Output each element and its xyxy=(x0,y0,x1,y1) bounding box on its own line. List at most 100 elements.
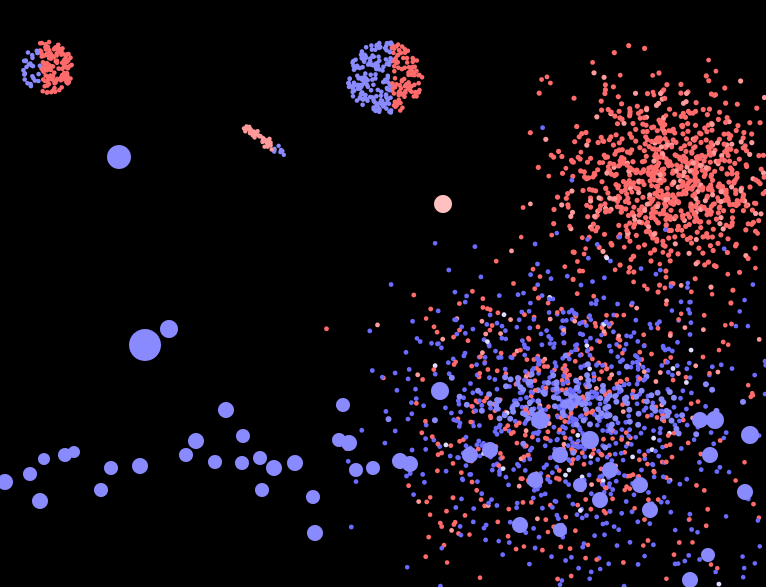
particle xyxy=(645,461,650,467)
particle xyxy=(619,427,625,432)
particle xyxy=(679,412,686,419)
particle xyxy=(561,441,567,447)
particle xyxy=(477,575,483,580)
particle xyxy=(535,437,541,443)
particle xyxy=(698,131,704,137)
particle xyxy=(559,402,566,408)
particle xyxy=(741,565,747,571)
particle xyxy=(716,581,722,587)
particle xyxy=(539,293,545,298)
particle xyxy=(503,383,509,390)
particle xyxy=(518,396,523,402)
particle xyxy=(688,240,695,246)
particle xyxy=(515,292,521,298)
particle xyxy=(608,348,614,354)
particle xyxy=(521,454,527,460)
particle xyxy=(448,374,455,381)
particle xyxy=(377,58,382,64)
particle xyxy=(613,148,620,154)
particle xyxy=(635,186,641,192)
particle xyxy=(725,131,731,137)
particle xyxy=(669,454,675,460)
particle xyxy=(536,405,542,410)
particle xyxy=(500,455,505,460)
particle xyxy=(728,300,734,306)
particle xyxy=(644,286,650,292)
particle xyxy=(666,479,672,484)
particle xyxy=(609,458,615,464)
particle xyxy=(395,53,400,58)
particle xyxy=(636,244,642,250)
particle xyxy=(535,398,542,405)
particle xyxy=(636,449,642,454)
particle xyxy=(593,324,599,329)
particle xyxy=(494,320,500,326)
particle xyxy=(660,474,666,480)
particle xyxy=(705,506,711,512)
particle xyxy=(664,298,669,304)
particle xyxy=(52,46,57,52)
particle xyxy=(679,191,685,197)
large-particle xyxy=(552,447,568,463)
particle xyxy=(671,430,677,436)
particle xyxy=(590,60,595,65)
particle xyxy=(718,188,725,195)
particle xyxy=(520,205,526,210)
particle xyxy=(743,227,749,233)
particle xyxy=(476,438,482,444)
particle xyxy=(729,171,735,177)
particle xyxy=(497,423,502,429)
particle xyxy=(740,145,746,151)
particle xyxy=(675,561,681,566)
particle xyxy=(670,366,676,371)
particle xyxy=(383,57,389,62)
particle xyxy=(729,215,736,221)
particle xyxy=(631,269,637,275)
particle xyxy=(743,162,749,168)
particle xyxy=(641,332,647,338)
particle xyxy=(570,173,576,179)
particle xyxy=(721,208,727,214)
particle xyxy=(644,91,651,97)
particle xyxy=(493,425,499,431)
particle xyxy=(528,371,535,378)
particle xyxy=(624,400,631,407)
particle xyxy=(459,324,465,330)
large-particle xyxy=(287,455,303,471)
particle xyxy=(642,283,647,289)
particle xyxy=(673,425,680,432)
particle xyxy=(584,159,591,165)
particle xyxy=(368,88,374,93)
particle xyxy=(478,354,483,360)
particle xyxy=(666,128,672,134)
particle xyxy=(707,159,713,165)
particle xyxy=(588,569,594,575)
particle xyxy=(562,363,568,368)
particle xyxy=(487,327,493,333)
large-particle xyxy=(741,426,759,444)
particle xyxy=(676,317,681,322)
particle xyxy=(570,501,576,507)
particle xyxy=(389,45,395,50)
particle xyxy=(666,235,672,241)
particle xyxy=(488,405,493,411)
particle xyxy=(545,476,550,482)
particle xyxy=(371,54,377,59)
particle xyxy=(750,282,756,287)
particle xyxy=(545,429,551,435)
particle xyxy=(447,453,453,459)
particle xyxy=(738,188,744,194)
particle xyxy=(474,442,480,448)
particle xyxy=(582,454,588,460)
particle xyxy=(457,301,462,306)
particle xyxy=(638,430,644,436)
particle xyxy=(595,406,602,413)
particle xyxy=(699,152,705,158)
particle xyxy=(563,472,568,478)
particle xyxy=(570,276,576,282)
particle xyxy=(509,405,516,412)
particle xyxy=(718,362,724,368)
particle xyxy=(468,419,474,425)
particle xyxy=(417,72,422,78)
particle xyxy=(761,170,766,176)
